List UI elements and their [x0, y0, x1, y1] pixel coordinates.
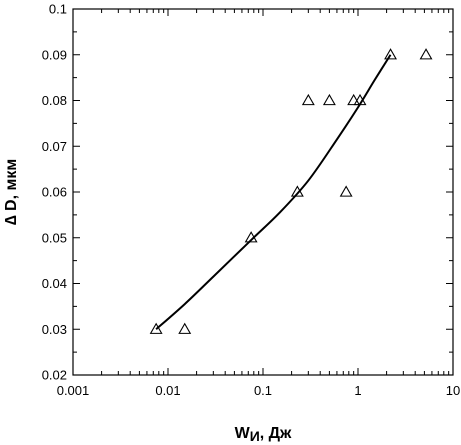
fit-curve	[155, 54, 392, 331]
data-point	[347, 93, 361, 106]
y-tick-label: 0.03	[42, 322, 67, 337]
x-tick-label: 1	[354, 383, 361, 398]
y-tick-label: 0.06	[42, 185, 67, 200]
data-point	[149, 322, 163, 334]
x-axis-title-main: W	[235, 425, 251, 442]
y-tick-label: 0.09	[42, 47, 67, 62]
plot-frame	[72, 8, 454, 376]
data-points	[149, 48, 433, 334]
y-tick-label: 0.02	[42, 368, 67, 383]
data-point	[290, 185, 304, 197]
x-tick-label: 0.1	[254, 383, 272, 398]
data-point	[353, 93, 367, 106]
x-tick-label: 10	[446, 383, 460, 398]
x-axis-title-unit: , Дж	[260, 425, 292, 442]
x-tick-label: 0.001	[57, 383, 90, 398]
data-point	[384, 48, 397, 60]
y-axis-title: ∆ D, мкм	[3, 159, 20, 225]
y-tick-label: 0.08	[42, 93, 67, 108]
x-axis: 0.001 0.01 0.1 1 10	[57, 9, 460, 398]
x-axis-title-subscript: И	[250, 428, 260, 444]
y-tick-label: 0.05	[42, 230, 67, 245]
x-axis-title: WИ, Дж	[235, 425, 292, 444]
y-tick-label: 0.07	[42, 139, 67, 154]
data-point	[301, 93, 315, 106]
y-tick-label: 0.04	[42, 276, 67, 291]
data-point	[244, 231, 258, 243]
y-tick-label: 0.1	[49, 2, 67, 17]
y-axis: 0.02 0.03 0.04 0.05 0.06 0.07 0.08 0.09 0.1	[42, 2, 453, 383]
x-tick-label: 0.01	[155, 383, 180, 398]
data-point	[178, 322, 192, 334]
data-point	[322, 93, 336, 106]
data-point	[339, 185, 353, 197]
data-point	[419, 48, 433, 60]
